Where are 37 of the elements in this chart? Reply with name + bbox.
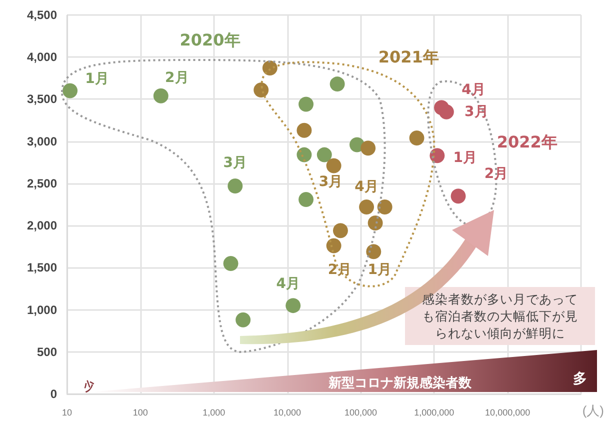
- annotation: 4月: [354, 178, 378, 196]
- annotation: 1月: [85, 70, 109, 88]
- x-tick-label: 10,000,000: [485, 408, 530, 418]
- y-tick-label: 4,500: [26, 8, 58, 22]
- text: 2022年: [496, 132, 558, 154]
- annotation: 新型コロナ新規感染者数: [328, 374, 472, 392]
- y-tick-label: 1,500: [26, 260, 58, 275]
- text: 2020年: [180, 30, 240, 52]
- annotation: 2月: [165, 68, 189, 87]
- y-tick-label: 4,000: [26, 50, 58, 64]
- annotation: 1月: [453, 148, 478, 167]
- x-tick-label: 10,000: [274, 408, 302, 418]
- y-tick-label: 3,000: [26, 134, 58, 148]
- annotation: 3月: [318, 172, 343, 191]
- text: 2021年: [378, 47, 439, 68]
- x-tick-label: 1,000,000: [414, 408, 454, 418]
- x-tick-label: 100,000: [344, 408, 377, 418]
- y-tick-label: 2,500: [26, 176, 58, 190]
- annotation: 2月: [484, 165, 508, 184]
- annotation: 多: [573, 370, 587, 388]
- x-tick-label: 10: [62, 408, 72, 418]
- annotation: 3月: [464, 102, 488, 121]
- annotation: 4月: [462, 80, 486, 99]
- y-tick-label: 0: [50, 387, 58, 401]
- annotation: 3月: [223, 154, 248, 172]
- annotation: 感染者数が多い月であっても宿泊者数の大幅低下が見られない傾向が鮮明に: [421, 290, 579, 342]
- annotation: 4月: [276, 274, 300, 293]
- annotation: 2月: [328, 260, 352, 279]
- y-tick-label: 2,000: [26, 218, 58, 233]
- x-tick-label: 1,000: [202, 408, 226, 418]
- x-tick-label: 100: [132, 408, 148, 418]
- y-tick-label: 500: [36, 344, 58, 359]
- annotation: 1月: [368, 260, 392, 279]
- x-axis-title: (人): [582, 403, 604, 418]
- y-tick-label: 3,500: [26, 92, 58, 106]
- y-tick-label: 1,000: [26, 302, 58, 317]
- annotation: 少: [81, 377, 97, 395]
